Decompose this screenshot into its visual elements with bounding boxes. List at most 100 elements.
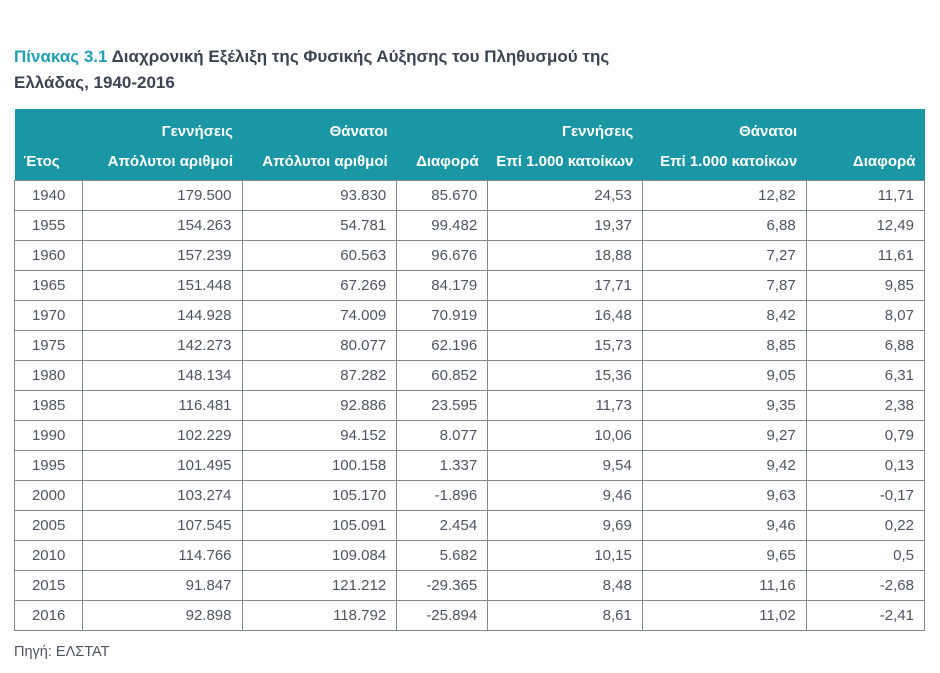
source-note: Πηγή: ΕΛΣΤΑΤ	[14, 644, 110, 660]
year-cell: 1975	[13, 330, 84, 361]
value-cell: 16,48	[487, 300, 643, 331]
value-cell: 11,16	[641, 570, 807, 601]
group-header-deaths-abs: Θάνατοι	[242, 109, 397, 146]
group-header-blank	[806, 109, 925, 146]
value-cell: 0,5	[805, 540, 926, 571]
value-cell: 11,02	[641, 600, 807, 631]
year-cell: 1990	[13, 420, 84, 451]
year-cell: 2005	[13, 510, 84, 541]
value-cell: 8,48	[487, 570, 643, 601]
value-cell: 121.212	[241, 570, 398, 601]
value-cell: 62.196	[396, 330, 489, 361]
value-cell: 1.337	[396, 450, 489, 481]
table-row: 1970 144.928 74.009 70.919 16,48 8,42 8,07	[13, 300, 926, 331]
column-header-deaths-per-1000: Επί 1.000 κατοίκων	[642, 146, 807, 181]
column-header-difference-per-1000: Διαφορά	[806, 146, 925, 181]
year-cell: 1955	[13, 210, 84, 241]
value-cell: 101.495	[82, 450, 243, 481]
column-header-year: Έτος	[14, 146, 83, 181]
value-cell: 85.670	[396, 180, 489, 211]
value-cell: 114.766	[82, 540, 243, 571]
value-cell: 7,27	[641, 240, 807, 271]
value-cell: 60.852	[396, 360, 489, 391]
value-cell: 7,87	[641, 270, 807, 301]
table-row: 2015 91.847 121.212 -29.365 8,48 11,16 -2,68	[13, 570, 926, 601]
value-cell: 2.454	[396, 510, 489, 541]
value-cell: 109.084	[241, 540, 398, 571]
year-cell: 2016	[13, 600, 84, 631]
value-cell: 144.928	[82, 300, 243, 331]
value-cell: 0,79	[805, 420, 926, 451]
value-cell: 8,42	[641, 300, 807, 331]
year-cell: 1980	[13, 360, 84, 391]
value-cell: 8,07	[805, 300, 926, 331]
group-header-blank	[14, 109, 83, 146]
table-row: 1955 154.263 54.781 99.482 19,37 6,88 12,49	[13, 210, 926, 241]
value-cell: 6,88	[641, 210, 807, 241]
year-cell: 1995	[13, 450, 84, 481]
value-cell: 99.482	[396, 210, 489, 241]
value-cell: 103.274	[82, 480, 243, 511]
value-cell: 8,85	[641, 330, 807, 361]
value-cell: 2,38	[805, 390, 926, 421]
value-cell: 0,13	[805, 450, 926, 481]
title-line2: Ελλάδας, 1940-2016	[14, 73, 175, 92]
value-cell: 9,46	[487, 480, 643, 511]
year-cell: 1940	[13, 180, 84, 211]
population-table: Γεννήσεις Θάνατοι Γεννήσεις Θάνατοι Έτος…	[13, 109, 926, 631]
value-cell: 179.500	[82, 180, 243, 211]
value-cell: 9,46	[641, 510, 807, 541]
value-cell: 151.448	[82, 270, 243, 301]
page-title: Πίνακας 3.1 Διαχρονική Εξέλιξη της Φυσικ…	[14, 44, 734, 96]
value-cell: -29.365	[396, 570, 489, 601]
value-cell: 18,88	[487, 240, 643, 271]
table-header: Γεννήσεις Θάνατοι Γεννήσεις Θάνατοι Έτος…	[14, 109, 925, 181]
table-row: 2000 103.274 105.170 -1.896 9,46 9,63 -0,17	[13, 480, 926, 511]
value-cell: 118.792	[241, 600, 398, 631]
value-cell: 11,61	[805, 240, 926, 271]
value-cell: -2,68	[805, 570, 926, 601]
table-body: 1940 179.500 93.830 85.670 24,53 12,82 11,71 19…	[13, 180, 926, 631]
value-cell: 23.595	[396, 390, 489, 421]
year-cell: 2015	[13, 570, 84, 601]
value-cell: 102.229	[82, 420, 243, 451]
table-row: 1985 116.481 92.886 23.595 11,73 9,35 2,38	[13, 390, 926, 421]
value-cell: 84.179	[396, 270, 489, 301]
value-cell: 9,35	[641, 390, 807, 421]
table-row: 1995 101.495 100.158 1.337 9,54 9,42 0,13	[13, 450, 926, 481]
value-cell: 94.152	[241, 420, 398, 451]
value-cell: 70.919	[396, 300, 489, 331]
value-cell: 8,61	[487, 600, 643, 631]
value-cell: 148.134	[82, 360, 243, 391]
value-cell: -25.894	[396, 600, 489, 631]
value-cell: 6,31	[805, 360, 926, 391]
value-cell: 0,22	[805, 510, 926, 541]
year-cell: 1985	[13, 390, 84, 421]
table-row: 1975 142.273 80.077 62.196 15,73 8,85 6,88	[13, 330, 926, 361]
table-row: 2016 92.898 118.792 -25.894 8,61 11,02 -2,41	[13, 600, 926, 631]
column-header-births-per-1000: Επί 1.000 κατοίκων	[487, 146, 643, 181]
year-cell: 1965	[13, 270, 84, 301]
value-cell: 15,36	[487, 360, 643, 391]
value-cell: -0,17	[805, 480, 926, 511]
column-header-difference-absolute: Διαφορά	[396, 146, 488, 181]
value-cell: 142.273	[82, 330, 243, 361]
table-row: 2010 114.766 109.084 5.682 10,15 9,65 0,5	[13, 540, 926, 571]
value-cell: 100.158	[241, 450, 398, 481]
value-cell: 74.009	[241, 300, 398, 331]
table-row: 1990 102.229 94.152 8.077 10,06 9,27 0,79	[13, 420, 926, 451]
value-cell: 87.282	[241, 360, 398, 391]
value-cell: 157.239	[82, 240, 243, 271]
column-header-deaths-absolute: Απόλυτοι αριθμοί	[242, 146, 397, 181]
value-cell: 10,15	[487, 540, 643, 571]
value-cell: 17,71	[487, 270, 643, 301]
value-cell: 11,71	[805, 180, 926, 211]
value-cell: 96.676	[396, 240, 489, 271]
value-cell: 24,53	[487, 180, 643, 211]
table-row: 1940 179.500 93.830 85.670 24,53 12,82 11,71	[13, 180, 926, 211]
value-cell: 93.830	[241, 180, 398, 211]
value-cell: 8.077	[396, 420, 489, 451]
group-header-blank	[396, 109, 488, 146]
year-cell: 1970	[13, 300, 84, 331]
value-cell: 105.091	[241, 510, 398, 541]
